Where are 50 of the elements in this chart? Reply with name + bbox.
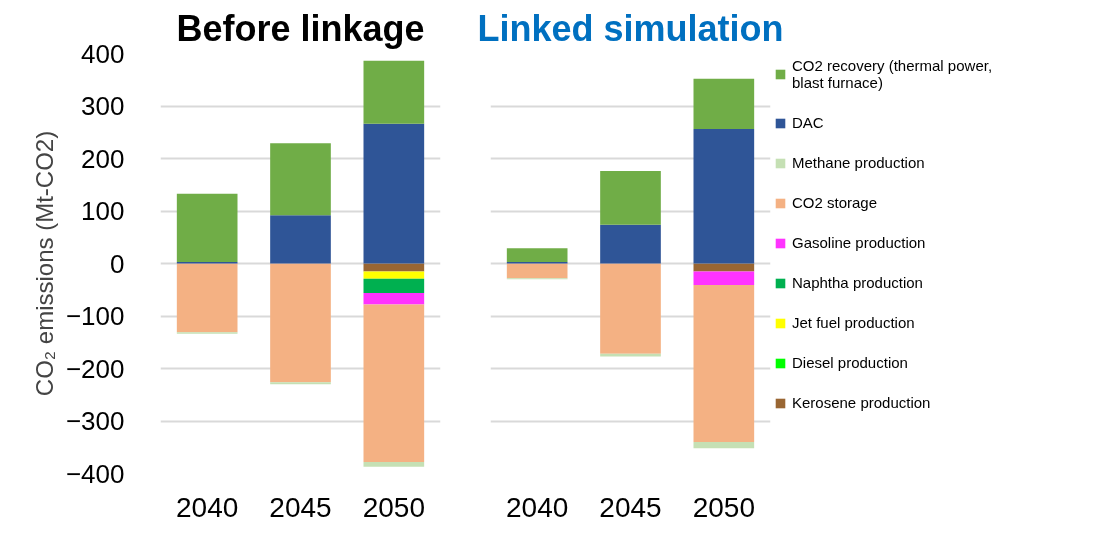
bar [600, 263, 661, 354]
x-tick-label: 2040 [506, 491, 569, 523]
y-tick-label: 300 [81, 91, 125, 121]
x-tick-label: 2045 [269, 491, 332, 523]
x-tick-label: 2045 [599, 491, 662, 523]
y-tick-label: 200 [81, 143, 125, 174]
x-tick-label: 2040 [176, 491, 239, 523]
legend-label: CO2 recovery (thermal power, blast furnace) [792, 57, 993, 91]
bar [270, 215, 331, 264]
bar [506, 248, 568, 262]
bar [363, 123, 425, 264]
x-tick-label: 2050 [692, 491, 755, 523]
y-tick-label: −300 [65, 406, 125, 436]
bar [693, 285, 755, 442]
legend-label: Naphtha production [792, 274, 923, 291]
y-tick-label: −400 [65, 458, 125, 489]
bar [600, 171, 661, 225]
bar [270, 263, 331, 383]
bar [693, 271, 755, 286]
bar [363, 292, 425, 305]
y-axis-title: CO₂ emissions (Mt-CO2) [30, 130, 58, 397]
bar [363, 304, 425, 462]
y-tick-label: 400 [81, 38, 125, 69]
legend-label: Methane production [792, 154, 925, 171]
y-tick-label: −200 [65, 353, 125, 384]
bar [693, 129, 755, 264]
y-tick-label: −100 [65, 301, 125, 331]
legend-label: Kerosene production [792, 394, 931, 411]
bar [363, 271, 425, 279]
bar [363, 461, 425, 467]
bar [176, 193, 238, 262]
chart-title: Before linkage [176, 7, 425, 49]
legend-label: Jet fuel production [792, 314, 915, 331]
legend-label: CO2 storage [792, 194, 878, 211]
legend-label: DAC [792, 114, 824, 131]
bar [270, 143, 331, 216]
y-tick-label: 100 [81, 196, 125, 226]
y-tick-label: 0 [110, 248, 125, 279]
chart-title: Linked simulation [477, 7, 784, 49]
bar [363, 278, 425, 293]
legend-label: Diesel production [792, 354, 908, 371]
bar [600, 224, 661, 264]
x-tick-label: 2050 [362, 491, 425, 523]
bar [693, 442, 755, 449]
legend-label: Gasoline production [792, 234, 926, 251]
bar [506, 263, 568, 279]
bar [693, 78, 755, 130]
bar [270, 382, 331, 385]
bar [363, 60, 425, 124]
bar [176, 263, 238, 333]
